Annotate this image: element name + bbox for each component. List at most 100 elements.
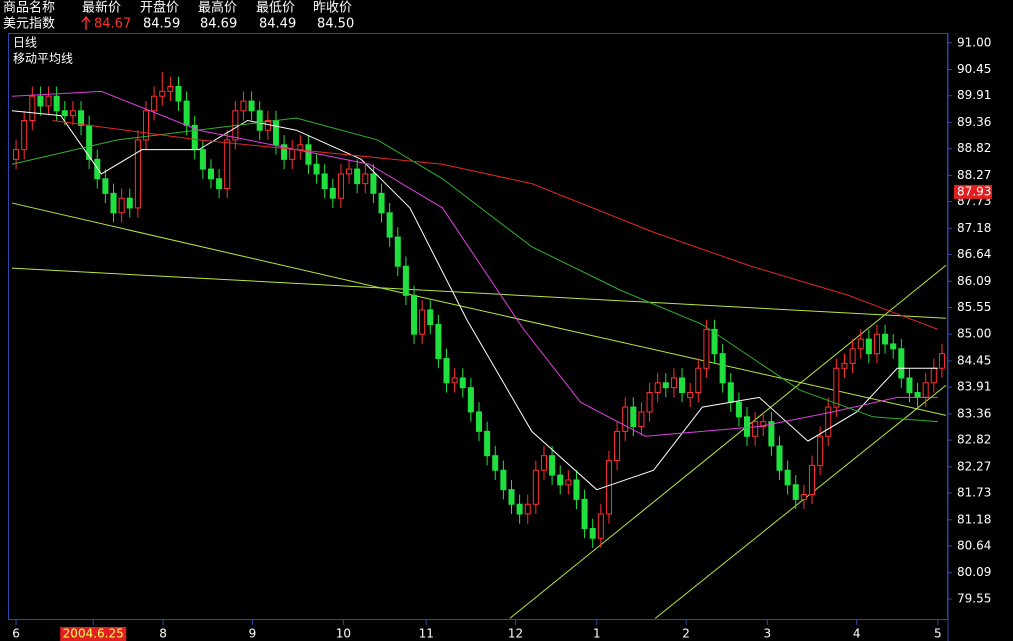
header-col: 昨收价 bbox=[313, 1, 352, 16]
y-tick-label: 88.82 bbox=[957, 141, 991, 155]
candle-body bbox=[346, 168, 353, 175]
candle-body bbox=[573, 479, 580, 500]
candle-body bbox=[175, 85, 182, 102]
header-col: 最高价 bbox=[198, 0, 237, 16]
candle-body bbox=[183, 100, 190, 126]
candle-body bbox=[134, 139, 141, 209]
y-tick-label: 85.55 bbox=[957, 300, 991, 314]
candle-body bbox=[849, 348, 856, 364]
candle-body bbox=[459, 377, 466, 389]
header-col: 最新价 bbox=[82, 0, 121, 16]
candle-body bbox=[427, 309, 434, 326]
y-tick-label: 86.09 bbox=[957, 274, 991, 288]
candle-body bbox=[638, 411, 645, 428]
trendline bbox=[11, 202, 390, 291]
indicator-title: 移动平均线 bbox=[13, 52, 73, 66]
candle-body bbox=[589, 528, 596, 539]
candle-body bbox=[337, 173, 344, 199]
candle-body bbox=[199, 149, 206, 170]
candle-body bbox=[630, 406, 637, 428]
candle-body bbox=[53, 95, 60, 112]
candle-body bbox=[378, 192, 385, 214]
candle-body bbox=[727, 382, 734, 403]
candle-body bbox=[394, 236, 401, 267]
y-tick-label: 84.45 bbox=[957, 353, 991, 367]
candle-body bbox=[654, 382, 661, 394]
candle-body bbox=[354, 168, 361, 185]
candle-body bbox=[78, 110, 85, 126]
y-tick-label: 89.91 bbox=[957, 88, 991, 102]
candle-body bbox=[151, 95, 158, 112]
candle-body bbox=[760, 421, 767, 428]
candle-body bbox=[800, 494, 807, 500]
candle-body bbox=[329, 188, 336, 199]
candle-body bbox=[540, 455, 547, 471]
candle-body bbox=[224, 139, 231, 190]
candle-body bbox=[841, 362, 848, 369]
y-tick-label: 85.00 bbox=[957, 327, 991, 341]
candle-body bbox=[516, 503, 523, 515]
candle-body bbox=[825, 406, 832, 437]
candle-body bbox=[492, 455, 499, 471]
header-value: 84.69 bbox=[200, 17, 237, 32]
y-tick-label: 79.55 bbox=[957, 591, 991, 605]
candle-body bbox=[305, 144, 312, 165]
y-tick-label: 90.45 bbox=[957, 62, 991, 76]
x-tick-label: 8 bbox=[159, 627, 167, 641]
candle-body bbox=[833, 367, 840, 408]
candle-body bbox=[898, 348, 905, 379]
candle-body bbox=[240, 100, 247, 112]
candle-body bbox=[914, 392, 921, 398]
y-tick-label: 91.00 bbox=[957, 35, 991, 49]
header-value: 84.59 bbox=[143, 17, 180, 32]
candle-body bbox=[752, 421, 759, 437]
moving-average bbox=[11, 90, 938, 437]
candle-body bbox=[646, 392, 653, 413]
y-tick-label: 88.27 bbox=[957, 168, 991, 182]
candle-body bbox=[411, 294, 418, 335]
candle-body bbox=[13, 149, 20, 160]
y-tick-label: 82.27 bbox=[957, 459, 991, 473]
y-tick-label: 81.73 bbox=[957, 486, 991, 500]
candle-body bbox=[508, 489, 515, 505]
candle-body bbox=[289, 149, 296, 160]
y-tick-label: 80.64 bbox=[957, 539, 991, 553]
candle-body bbox=[622, 406, 629, 432]
y-tick-label: 83.36 bbox=[957, 406, 991, 420]
candle-body bbox=[102, 178, 109, 194]
x-tick-label: 4 bbox=[853, 627, 861, 641]
y-tick-label: 89.36 bbox=[957, 115, 991, 129]
candle-body bbox=[524, 503, 531, 515]
candle-body bbox=[581, 498, 588, 530]
candle-body bbox=[873, 333, 880, 355]
candle-body bbox=[679, 377, 686, 394]
candle-body bbox=[110, 192, 117, 214]
cursor-price-box bbox=[954, 184, 992, 199]
candle-body bbox=[484, 430, 491, 457]
candle-body bbox=[297, 144, 304, 151]
trendline bbox=[11, 267, 947, 319]
candle-body bbox=[549, 455, 556, 476]
candle-body bbox=[61, 110, 68, 117]
candle-body bbox=[922, 382, 929, 398]
candle-body bbox=[475, 411, 483, 432]
candle-body bbox=[281, 144, 288, 160]
cursor-price-label: 87.93 bbox=[957, 184, 991, 198]
header-col: 商品名称 bbox=[3, 0, 55, 16]
candle-body bbox=[248, 100, 255, 112]
header-col: 最低价 bbox=[256, 1, 295, 16]
up-arrow bbox=[81, 15, 91, 30]
candle-body bbox=[565, 479, 572, 486]
candle-body bbox=[817, 435, 824, 466]
candle-body bbox=[670, 377, 677, 389]
candle-body bbox=[597, 513, 604, 539]
candle-body bbox=[167, 85, 174, 92]
x-tick-label: 2004.6.25 bbox=[63, 627, 124, 641]
candle-body bbox=[703, 328, 710, 369]
candle-body bbox=[45, 95, 52, 107]
candle-body bbox=[94, 158, 101, 180]
candle-body bbox=[857, 338, 864, 350]
candle-body bbox=[938, 353, 945, 369]
candle-body bbox=[451, 377, 458, 384]
candle-body bbox=[126, 197, 133, 209]
